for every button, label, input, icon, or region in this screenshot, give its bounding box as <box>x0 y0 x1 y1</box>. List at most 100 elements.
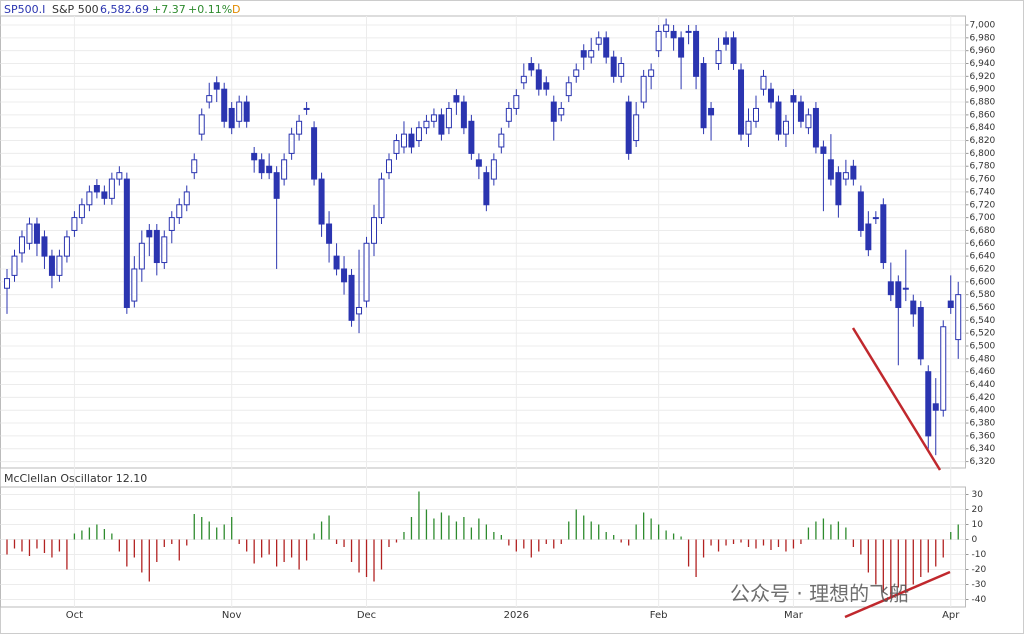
change-pct: +0.11% <box>188 3 232 16</box>
candle-body <box>468 120 475 154</box>
candle-body <box>221 88 228 122</box>
y-tick-label: 6,900 <box>970 85 996 95</box>
candle-body <box>775 101 782 135</box>
candle-body <box>123 178 130 308</box>
candle-body <box>415 127 422 142</box>
price-pane <box>0 15 966 469</box>
candle-body <box>206 95 213 103</box>
candle-body <box>348 274 355 321</box>
candle-body <box>917 306 924 360</box>
candle-body <box>745 120 752 135</box>
candle-body <box>520 75 527 84</box>
candle-body <box>378 178 385 219</box>
candle-body <box>842 172 849 180</box>
y-tick-label: 6,440 <box>970 380 996 390</box>
candle-body <box>161 236 168 264</box>
candle-body <box>760 75 767 90</box>
candle-body <box>505 107 512 122</box>
candle-body <box>805 114 812 129</box>
y-tick-label: 6,660 <box>970 239 996 249</box>
y-tick-label: 6,860 <box>970 110 996 120</box>
candle-body <box>4 278 10 289</box>
y-tick-label: 7,000 <box>970 20 996 30</box>
candle-body <box>116 172 123 180</box>
candle-body <box>693 30 700 77</box>
candle-body <box>198 114 205 135</box>
candle-body <box>146 229 153 238</box>
candle-body <box>176 204 183 219</box>
candle-body <box>850 165 857 180</box>
candle-body <box>670 30 677 39</box>
candle-body <box>400 133 407 148</box>
candle-body <box>955 294 962 341</box>
candle-body <box>588 50 595 58</box>
candle-body <box>827 159 834 180</box>
candle-body <box>273 172 280 199</box>
candle-body <box>558 107 565 116</box>
candle-body <box>580 50 587 58</box>
candle-body <box>408 133 415 148</box>
y-tick-label: 6,760 <box>970 175 996 185</box>
candle-body <box>251 152 258 161</box>
candle-body <box>715 50 722 65</box>
candle-body <box>872 217 879 220</box>
candle-body <box>326 223 333 244</box>
candle-body <box>910 300 917 315</box>
candle-body <box>33 223 40 244</box>
candle-body <box>101 191 108 199</box>
y-tick-label: 30 <box>972 490 984 500</box>
y-tick-label: 6,920 <box>970 72 996 82</box>
candle-body <box>258 159 265 174</box>
candle-body <box>385 159 392 174</box>
candle-body <box>498 133 505 148</box>
candle-body <box>565 82 572 97</box>
y-tick-label: -10 <box>972 550 987 560</box>
candle-body <box>633 114 640 142</box>
y-tick-label: 6,960 <box>970 46 996 56</box>
candle-body <box>213 82 220 90</box>
candle-body <box>730 37 737 65</box>
y-tick-label: 6,460 <box>970 367 996 377</box>
y-tick-label: -30 <box>972 580 987 590</box>
y-tick-label: 6,580 <box>970 290 996 300</box>
candle-body <box>318 178 325 225</box>
candle-body <box>543 82 550 90</box>
candle-body <box>430 114 437 122</box>
candle-body <box>423 120 430 129</box>
oscillator-pane <box>0 486 966 608</box>
y-tick-label: 6,560 <box>970 303 996 313</box>
candle-body <box>11 255 18 276</box>
y-tick-label: 6,700 <box>970 213 996 223</box>
symbol: SP500.I <box>4 3 45 16</box>
y-tick-label: 0 <box>972 535 978 545</box>
candle-body <box>453 95 460 103</box>
candle-body <box>550 101 557 122</box>
candle-body <box>243 101 250 122</box>
y-tick-label: 10 <box>972 520 984 530</box>
y-tick-label: 6,800 <box>970 149 996 159</box>
candle-body <box>513 95 520 109</box>
y-tick-label: 6,500 <box>970 342 996 352</box>
x-tick-label: Feb <box>650 610 668 621</box>
candle-body <box>191 159 198 174</box>
candle-body <box>93 185 100 193</box>
oscillator-title: McClellan Oscillator 12.10 <box>4 472 147 485</box>
candle-body <box>573 69 580 77</box>
candle-body <box>490 159 497 180</box>
candle-body <box>483 172 490 206</box>
x-tick-label: Mar <box>784 610 804 621</box>
candle-body <box>603 37 610 58</box>
candle-body <box>86 191 93 206</box>
candle-body <box>708 107 715 116</box>
candle-body <box>393 140 400 154</box>
candle-body <box>311 127 318 180</box>
candle-body <box>26 223 33 244</box>
x-tick-label: 2026 <box>504 610 529 621</box>
candle-body <box>655 30 662 52</box>
candle-body <box>333 255 340 270</box>
candle-body <box>932 403 939 411</box>
y-tick-label: -40 <box>972 595 987 605</box>
candle-body <box>475 159 482 167</box>
y-tick-label: 6,680 <box>970 226 996 236</box>
